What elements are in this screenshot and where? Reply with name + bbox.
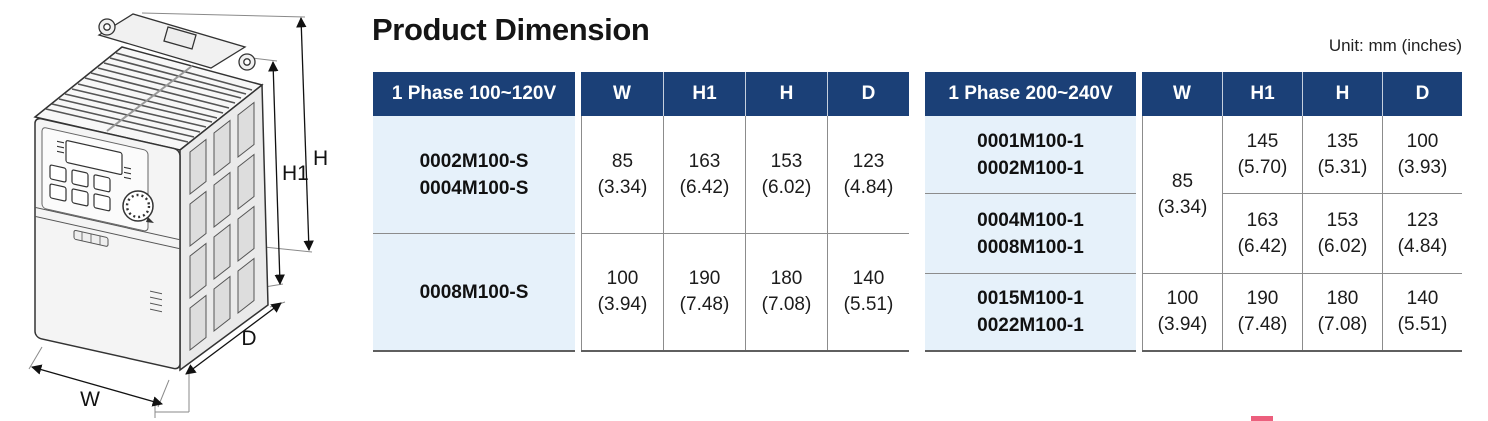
terminal-connector	[73, 229, 109, 247]
col-header-d: D	[827, 72, 909, 116]
front-face	[34, 117, 181, 370]
model-cell: 0004M100-1 0008M100-1	[925, 193, 1136, 273]
dim-label-h: H	[313, 147, 328, 170]
value-cell: 123 (4.84)	[827, 116, 909, 233]
value-cell: 85 (3.34)	[581, 116, 663, 233]
value-cell: 140 (5.51)	[827, 233, 909, 350]
model-name: 0015M100-1	[977, 288, 1084, 309]
model-column: 1 Phase 200~240V 0001M100-1 0002M100-1 0…	[925, 72, 1136, 352]
model-name: 0008M100-1	[977, 236, 1084, 258]
model-cell: 0008M100-S	[373, 233, 575, 350]
product-isometric-diagram: H H1 W D	[28, 12, 328, 418]
rotary-knob	[122, 190, 154, 223]
value-cell: 153 (6.02)	[745, 116, 827, 233]
col-header-h1: H1	[663, 72, 745, 116]
table-header-voltage: 1 Phase 100~120V	[373, 72, 575, 116]
value-cell: 190 (7.48)	[1222, 273, 1302, 350]
dim-label-h1: H1	[282, 162, 309, 185]
page-title: Product Dimension	[372, 12, 650, 47]
model-name: 0002M100-1	[977, 157, 1084, 179]
col-header-w: W	[581, 72, 663, 116]
mounting-bracket	[97, 13, 256, 71]
red-page-marker	[1251, 416, 1273, 421]
side-louver-face	[179, 83, 269, 372]
table-header-voltage: 1 Phase 200~240V	[925, 72, 1136, 116]
value-cell: 100 (3.93)	[1382, 116, 1462, 193]
dimension-values: W H1 H D 85 (3.34) 145 (5.70) 135 (5.31) 10…	[1142, 72, 1462, 352]
unit-note: Unit: mm (inches)	[1328, 36, 1462, 55]
col-header-h: H	[745, 72, 827, 116]
dimension-values: W H1 H D 85 (3.34) 163 (6.42) 153 (6.02) 12…	[581, 72, 909, 352]
dimension-lines	[30, 16, 314, 407]
value-cell: 153 (6.02)	[1302, 193, 1382, 273]
table-1phase-200-240v: 1 Phase 200~240V 0001M100-1 0002M100-1 0…	[925, 72, 1462, 352]
value-cell: 123 (4.84)	[1382, 193, 1462, 273]
value-cell-shared-w: 85 (3.34)	[1142, 116, 1222, 273]
top-vent-face	[33, 46, 264, 151]
model-name: 0008M100-S	[419, 281, 529, 303]
col-header-w: W	[1142, 72, 1222, 116]
value-cell: 100 (3.94)	[1142, 273, 1222, 350]
model-name: 0002M100-S	[419, 150, 529, 172]
dim-label-w: W	[80, 388, 100, 411]
model-name: 0004M100-1	[977, 209, 1084, 231]
col-header-h: H	[1302, 72, 1382, 116]
value-cell: 145 (5.70)	[1222, 116, 1302, 193]
value-cell: 180 (7.08)	[1302, 273, 1382, 350]
col-header-h1: H1	[1222, 72, 1302, 116]
value-cell: 135 (5.31)	[1302, 116, 1382, 193]
col-header-d: D	[1382, 72, 1462, 116]
value-cell: 163 (6.42)	[1222, 193, 1302, 273]
model-name: 0004M100-S	[419, 177, 529, 199]
model-column: 1 Phase 100~120V 0002M100-S 0004M100-S 0…	[373, 72, 575, 352]
value-cell: 190 (7.48)	[663, 233, 745, 350]
keypad-buttons	[49, 164, 111, 212]
model-cell: 0002M100-S 0004M100-S	[373, 116, 575, 233]
table-1phase-100-120v: 1 Phase 100~120V 0002M100-S 0004M100-S 0…	[373, 72, 909, 352]
value-cell: 163 (6.42)	[663, 116, 745, 233]
value-cell: 100 (3.94)	[581, 233, 663, 350]
value-cell: 180 (7.08)	[745, 233, 827, 350]
keypad-display	[65, 140, 123, 176]
model-name: 0001M100-1	[977, 130, 1084, 152]
value-cell: 140 (5.51)	[1382, 273, 1462, 350]
model-cell: 0015M100-1 0022M100-1	[925, 273, 1136, 350]
dim-label-d: D	[241, 327, 256, 350]
model-name: 0022M100-1	[977, 315, 1084, 336]
model-cell: 0001M100-1 0002M100-1	[925, 116, 1136, 193]
